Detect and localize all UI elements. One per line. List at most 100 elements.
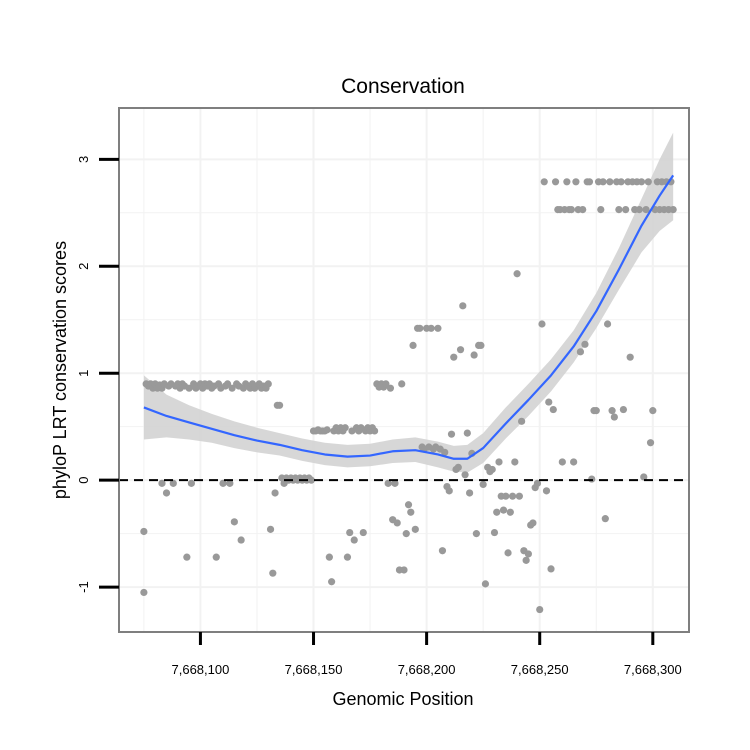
data-point bbox=[237, 536, 245, 544]
data-point bbox=[219, 479, 227, 487]
data-point bbox=[350, 536, 358, 544]
data-point bbox=[459, 302, 467, 310]
y-tick-label: -1 bbox=[76, 581, 91, 593]
x-tick-label: 7,668,250 bbox=[511, 662, 569, 677]
data-point bbox=[393, 519, 401, 527]
data-point bbox=[463, 429, 471, 437]
data-point bbox=[592, 407, 600, 415]
data-point bbox=[542, 487, 551, 495]
data-point bbox=[407, 508, 415, 516]
data-point bbox=[570, 458, 578, 466]
data-point bbox=[341, 424, 349, 432]
data-point bbox=[438, 547, 447, 555]
data-point bbox=[158, 479, 166, 487]
data-point bbox=[416, 324, 424, 332]
data-point bbox=[398, 380, 406, 388]
data-point bbox=[325, 553, 333, 561]
data-point bbox=[524, 550, 533, 558]
data-point bbox=[558, 458, 566, 466]
y-tick-label: 3 bbox=[76, 156, 91, 163]
data-point bbox=[610, 413, 618, 421]
smooth-trend-line bbox=[143, 174, 675, 460]
data-point bbox=[346, 528, 354, 537]
data-point bbox=[615, 205, 623, 214]
data-point bbox=[637, 178, 646, 186]
data-point bbox=[642, 205, 650, 214]
data-point bbox=[370, 427, 379, 435]
data-point bbox=[599, 178, 607, 186]
data-point bbox=[579, 205, 587, 214]
y-tick-label: 0 bbox=[76, 477, 91, 484]
x-axis-ticks: 7,668,100 7,668,150 7,668,200 7,668,250 7,66… bbox=[172, 632, 682, 677]
data-point bbox=[183, 553, 191, 561]
data-point bbox=[450, 353, 458, 361]
data-point bbox=[445, 487, 453, 495]
data-points bbox=[140, 178, 677, 614]
data-point bbox=[504, 549, 512, 557]
data-point bbox=[212, 553, 220, 561]
data-point bbox=[228, 384, 236, 392]
data-point bbox=[427, 324, 435, 332]
data-point bbox=[382, 380, 390, 388]
data-point bbox=[493, 508, 501, 516]
data-point bbox=[626, 353, 634, 361]
x-axis-title: Genomic Position bbox=[332, 689, 473, 709]
data-point bbox=[597, 205, 605, 214]
data-point bbox=[162, 489, 171, 497]
data-point bbox=[529, 519, 537, 527]
data-point bbox=[266, 525, 275, 533]
y-axis-ticks: -1 0 1 2 3 bbox=[76, 156, 119, 593]
data-point bbox=[513, 270, 521, 278]
data-point bbox=[619, 405, 628, 414]
data-point bbox=[644, 178, 652, 186]
data-point bbox=[549, 405, 557, 414]
data-point bbox=[226, 479, 234, 487]
data-point bbox=[585, 178, 594, 186]
data-point bbox=[402, 530, 410, 538]
data-point bbox=[411, 525, 419, 533]
data-point bbox=[264, 380, 272, 388]
data-point bbox=[461, 471, 469, 479]
data-point bbox=[434, 324, 442, 332]
data-point bbox=[622, 205, 630, 214]
data-point bbox=[606, 178, 614, 186]
data-point bbox=[223, 380, 232, 388]
data-point bbox=[140, 527, 148, 536]
data-point bbox=[323, 426, 331, 434]
data-point bbox=[470, 351, 478, 359]
data-point bbox=[456, 346, 465, 354]
data-point bbox=[481, 580, 490, 588]
data-point bbox=[391, 479, 399, 487]
data-point bbox=[551, 178, 560, 186]
data-point bbox=[499, 506, 508, 514]
data-point bbox=[409, 341, 417, 350]
data-point bbox=[447, 430, 456, 438]
data-point bbox=[603, 320, 612, 328]
data-point bbox=[536, 605, 544, 614]
data-point bbox=[640, 473, 648, 481]
data-point bbox=[404, 501, 413, 509]
data-point bbox=[533, 479, 542, 487]
data-point bbox=[538, 320, 546, 328]
data-point bbox=[488, 465, 496, 474]
data-point bbox=[502, 492, 510, 500]
x-tick-label: 7,668,300 bbox=[624, 662, 682, 677]
data-point bbox=[454, 463, 462, 471]
data-point bbox=[269, 569, 277, 577]
y-axis-title: phyloP LRT conservation scores bbox=[50, 241, 70, 499]
data-point bbox=[359, 528, 367, 537]
plot-panel-border bbox=[118, 107, 690, 633]
data-point bbox=[522, 556, 530, 564]
data-point bbox=[540, 178, 548, 186]
data-point bbox=[465, 489, 474, 497]
data-point bbox=[230, 518, 238, 526]
data-point bbox=[477, 341, 485, 350]
data-point bbox=[384, 479, 392, 487]
data-point bbox=[547, 565, 555, 573]
data-point bbox=[169, 479, 177, 487]
x-tick-label: 7,668,150 bbox=[285, 662, 343, 677]
chart-title: Conservation bbox=[341, 75, 465, 98]
data-point bbox=[576, 348, 585, 356]
data-point bbox=[275, 401, 284, 409]
